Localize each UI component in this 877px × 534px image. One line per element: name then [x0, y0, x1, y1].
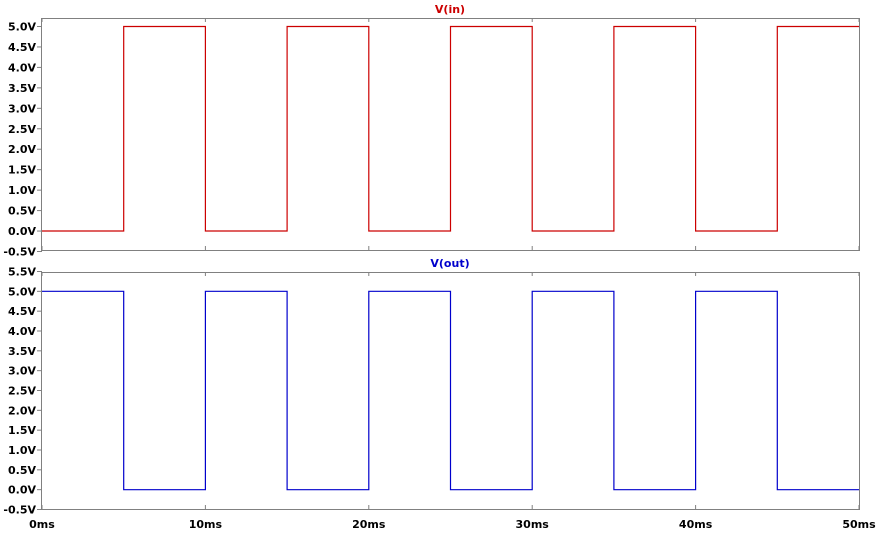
- pane1-series-1-line: [42, 25, 859, 232]
- pane1-ytick-label: 4.0V: [8, 61, 36, 74]
- pane1-ytick-label: 3.5V: [8, 82, 36, 95]
- pane2-ytick-label: 5.5V: [8, 266, 36, 279]
- x-tick-label: 0ms: [29, 518, 55, 531]
- pane1-ytick-label: 5.0V: [8, 21, 36, 34]
- pane2-title: V(out): [430, 257, 469, 270]
- pane2-ytick-label: 5.0V: [8, 285, 36, 298]
- pane2-ytick-label: 2.0V: [8, 404, 36, 417]
- x-tick-label: 20ms: [352, 518, 386, 531]
- pane1-ytick-label: -0.5V: [3, 246, 36, 259]
- x-tick-label: 10ms: [189, 518, 223, 531]
- pane2-ytick-label: -0.5V: [3, 504, 36, 517]
- pane1-ytick-label: 0.0V: [8, 225, 36, 238]
- pane2-ytick-label: 3.5V: [8, 345, 36, 358]
- pane2-series-1-line: [42, 290, 859, 491]
- pane1-ytick-label: 2.5V: [8, 123, 36, 136]
- pane2-ytick-label: 2.5V: [8, 385, 36, 398]
- pane2-ytick-label: 0.0V: [8, 484, 36, 497]
- pane2-ytick-label: 4.5V: [8, 305, 36, 318]
- x-tick-label: 30ms: [516, 518, 550, 531]
- pane1-ytick-label: 0.5V: [8, 205, 36, 218]
- x-tick-label: 40ms: [679, 518, 713, 531]
- pane2-ytick-label: 0.5V: [8, 464, 36, 477]
- pane1-title: V(in): [435, 3, 465, 16]
- pane1-ytick-label: 4.5V: [8, 41, 36, 54]
- pane2-ytick-label: 4.0V: [8, 325, 36, 338]
- pane1-ytick-label: 2.0V: [8, 143, 36, 156]
- pane2-ytick-label: 1.0V: [8, 444, 36, 457]
- pane1-ytick-label: 3.0V: [8, 102, 36, 115]
- pane2-ytick-label: 3.0V: [8, 365, 36, 378]
- pane1-ytick-label: 1.5V: [8, 164, 36, 177]
- x-tick-label: 50ms: [842, 518, 876, 531]
- pane1-frame: [41, 18, 860, 251]
- pane1-ytick-label: 1.0V: [8, 184, 36, 197]
- pane2-ytick-label: 1.5V: [8, 424, 36, 437]
